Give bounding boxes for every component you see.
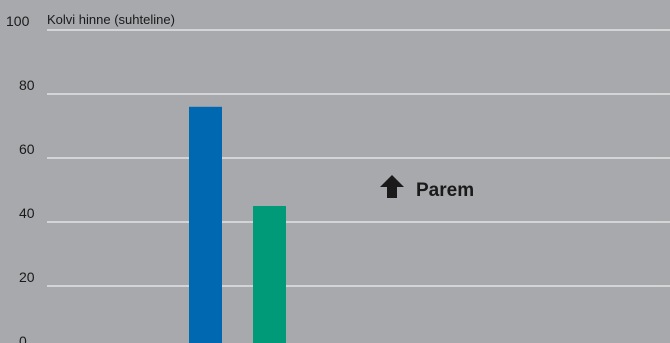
y-axis-label: Kolvi hinne (suhteline) [47, 12, 175, 27]
annotation-better: Parem [380, 175, 474, 201]
annotation-label: Parem [416, 180, 474, 201]
y-tick-label: 20 [19, 269, 35, 285]
bar [253, 206, 286, 343]
y-tick-label: 40 [19, 205, 35, 221]
bar [189, 106, 222, 343]
arrow-up-icon [380, 175, 404, 198]
bars [189, 106, 286, 343]
y-tick-label: 80 [19, 77, 35, 93]
y-tick-label: 0 [19, 333, 27, 343]
y-axis-ticks: 0 20 40 60 80 100 [6, 13, 35, 343]
gridlines [47, 29, 670, 287]
y-tick-label: 60 [19, 141, 35, 157]
y-tick-label: 100 [6, 13, 30, 29]
